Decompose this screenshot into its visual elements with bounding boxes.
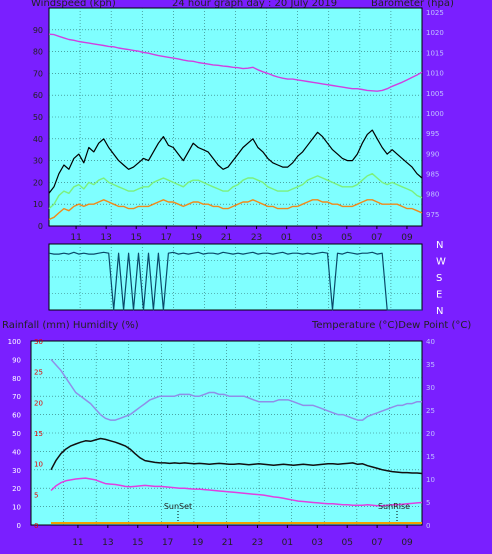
rain-y-tick-label: 5 [34, 491, 38, 499]
dewpoint-series-line [50, 477, 423, 507]
wind-y-tick-label: 90 [33, 26, 43, 35]
baro-y-tick-label: 980 [426, 191, 439, 199]
windspeed-axis-title: Windspeed (kph) [31, 0, 116, 9]
humidity-y-tick-label: 60 [12, 412, 21, 420]
x-tick-label: 15 [131, 233, 142, 243]
compass-label: N [436, 306, 443, 317]
x-tick-label: 19 [192, 538, 204, 548]
barometer-axis-title: Barometer (hpa) [371, 0, 454, 9]
x-tick-label: 11 [70, 233, 81, 243]
rain-y-tick-label: 15 [34, 430, 43, 438]
compass-label: W [436, 257, 446, 268]
humidity-y-tick-label: 50 [12, 430, 21, 438]
baro-y-tick-label: 1000 [426, 110, 444, 118]
x-tick-label: 19 [191, 233, 203, 243]
rain-y-tick-label: 25 [34, 369, 43, 377]
x-tick-label: 07 [371, 538, 382, 548]
humidity-y-tick-label: 80 [12, 375, 21, 383]
wind-y-tick-label: 60 [33, 91, 43, 100]
humidity-y-tick-label: 90 [12, 356, 21, 364]
x-tick-label: 13 [102, 538, 113, 548]
baro-y-tick-label: 1025 [426, 9, 444, 17]
humidity-y-tick-label: 70 [12, 393, 21, 401]
graph-title: 24 hour graph day : 20 July 2019 [172, 0, 338, 9]
x-tick-label: 21 [221, 233, 232, 243]
baro-y-tick-label: 1020 [426, 29, 444, 37]
x-tick-label: 23 [251, 233, 262, 243]
humidity-y-tick-label: 100 [8, 338, 21, 346]
x-tick-label: 13 [100, 233, 111, 243]
baro-y-tick-label: 1015 [426, 49, 444, 57]
barometer-series-line [48, 33, 423, 92]
sunset-label: SunSet [164, 502, 192, 511]
gust-series-line [48, 129, 423, 194]
wind-y-tick-label: 20 [33, 178, 43, 187]
x-tick-label: 23 [252, 538, 263, 548]
compass-label: N [436, 240, 443, 251]
baro-y-tick-label: 985 [426, 171, 439, 179]
baro-y-tick-label: 975 [426, 211, 439, 219]
wind_avg-series-line [48, 172, 423, 210]
direction-series-line [48, 251, 422, 311]
x-tick-label: 01 [281, 233, 292, 243]
wind_low-series-line [48, 199, 423, 221]
x-tick-label: 21 [222, 538, 233, 548]
x-tick-label: 11 [72, 538, 83, 548]
temp-y-tick-label: 0 [426, 522, 430, 530]
wind-y-tick-label: 40 [33, 135, 43, 144]
x-tick-label: 01 [282, 538, 293, 548]
rain-y-tick-label: 20 [34, 399, 43, 407]
baro-y-tick-label: 1005 [426, 90, 444, 98]
rain-humidity-axis-title: Rainfall (mm) Humidity (%) [2, 320, 139, 331]
x-tick-label: 07 [371, 233, 382, 243]
humidity-series-line [50, 358, 422, 421]
rain-y-tick-label: 0 [34, 522, 38, 530]
baro-y-tick-label: 1010 [426, 70, 444, 78]
x-tick-label: 05 [341, 538, 352, 548]
x-tick-label: 05 [341, 233, 352, 243]
baro-y-tick-label: 995 [426, 130, 439, 138]
wind-y-tick-label: 10 [33, 200, 43, 209]
wind-y-tick-label: 80 [33, 48, 43, 57]
humidity-y-tick-label: 0 [17, 522, 21, 530]
wind-y-tick-label: 50 [33, 113, 43, 122]
temp-y-tick-label: 20 [426, 430, 435, 438]
temperature-axis-title: Temperature (°C)Dew Point (°C) [312, 320, 472, 331]
rain-y-tick-label: 30 [34, 338, 43, 346]
x-tick-label: 03 [311, 233, 322, 243]
sunrise-label: SunRise [378, 502, 410, 511]
humidity-y-tick-label: 20 [12, 485, 21, 493]
x-tick-label: 15 [132, 538, 143, 548]
humidity-y-tick-label: 10 [12, 504, 21, 512]
temp-y-tick-label: 35 [426, 361, 435, 369]
temperature-series-line [50, 437, 423, 475]
baro-y-tick-label: 990 [426, 150, 439, 158]
rain-y-tick-label: 10 [34, 461, 43, 469]
x-tick-label: 09 [401, 538, 413, 548]
temp-y-tick-label: 25 [426, 407, 435, 415]
compass-label: S [436, 273, 442, 284]
humidity-y-tick-label: 40 [12, 448, 21, 456]
wind-y-tick-label: 70 [33, 69, 43, 78]
x-tick-label: 17 [161, 233, 172, 243]
compass-label: E [436, 290, 442, 301]
wind-y-tick-label: 0 [38, 222, 43, 231]
wind-y-tick-label: 30 [33, 157, 43, 166]
humidity-y-tick-label: 30 [12, 467, 21, 475]
temp-y-tick-label: 30 [426, 384, 435, 392]
x-tick-label: 09 [401, 233, 413, 243]
x-tick-label: 03 [312, 538, 323, 548]
temp-y-tick-label: 10 [426, 476, 435, 484]
temp-y-tick-label: 40 [426, 338, 435, 346]
temp-y-tick-label: 5 [426, 499, 430, 507]
temp-y-tick-label: 15 [426, 453, 435, 461]
x-tick-label: 17 [162, 538, 173, 548]
